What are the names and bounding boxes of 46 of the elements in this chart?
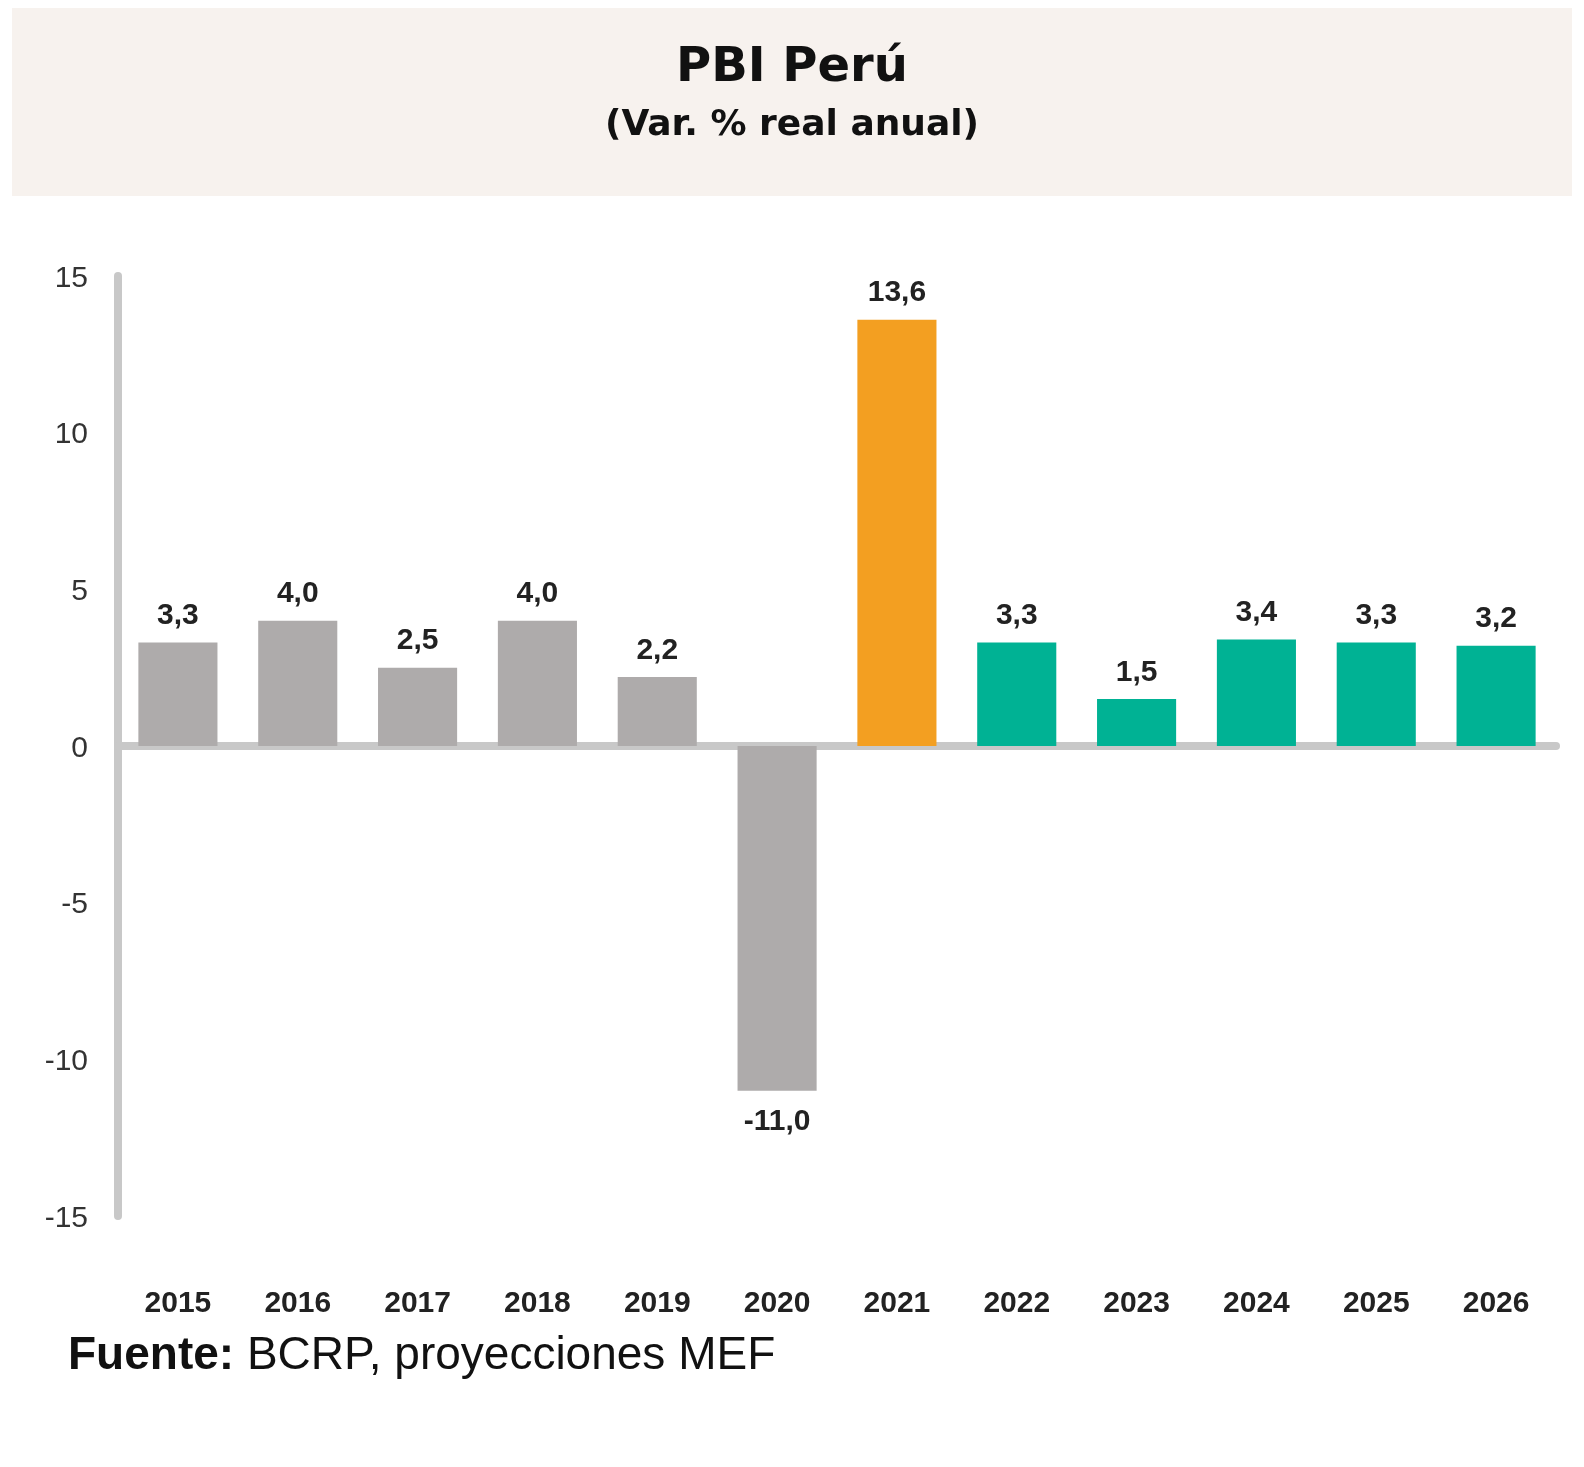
x-tick-label: 2018 <box>504 1284 571 1318</box>
data-label: 4,0 <box>516 575 559 609</box>
data-label: 1,5 <box>1115 653 1158 687</box>
data-label: 13,6 <box>867 274 927 308</box>
data-label: -11,0 <box>743 1103 811 1137</box>
bar <box>138 642 218 746</box>
x-tick-label: 2016 <box>264 1284 332 1318</box>
x-tick-label: 2024 <box>1223 1284 1291 1318</box>
source-note: Fuente: BCRP, proyecciones MEF <box>68 1327 776 1379</box>
bar <box>378 667 458 746</box>
bar <box>977 642 1057 746</box>
chart-title: PBI Perú <box>675 35 909 92</box>
data-label: 3,3 <box>157 597 199 631</box>
bar <box>617 677 697 746</box>
y-tick-label: 15 <box>54 259 88 293</box>
bar <box>1336 642 1416 746</box>
data-label: 4,0 <box>276 575 319 609</box>
x-tick-label: 2022 <box>983 1284 1051 1318</box>
y-tick-label: -5 <box>61 886 88 920</box>
x-tick-label: 2021 <box>863 1284 931 1318</box>
chart-subtitle: (Var. % real anual) <box>603 101 980 143</box>
data-label: 3,3 <box>995 597 1038 631</box>
y-tick-label: -15 <box>44 1199 88 1233</box>
y-tick-label: 5 <box>71 572 88 606</box>
x-tick-label: 2015 <box>144 1284 212 1318</box>
bar <box>1216 639 1296 746</box>
bar <box>857 319 937 746</box>
y-tick-label: -10 <box>44 1042 88 1076</box>
bar <box>1456 645 1536 746</box>
bar <box>497 620 577 746</box>
x-tick-label: 2017 <box>384 1284 451 1318</box>
x-tick-label: 2023 <box>1103 1284 1170 1318</box>
x-tick-label: 2026 <box>1462 1284 1530 1318</box>
x-tick-label: 2019 <box>623 1284 691 1318</box>
data-label: 2,2 <box>636 631 679 665</box>
data-label: 3,3 <box>1355 597 1398 631</box>
bar <box>737 746 817 1091</box>
data-label: 3,4 <box>1235 593 1278 627</box>
x-tick-label: 2025 <box>1342 1284 1410 1318</box>
y-tick-label: 0 <box>71 729 88 763</box>
bar <box>1097 699 1177 746</box>
bar <box>258 620 338 746</box>
y-tick-label: 10 <box>54 416 88 450</box>
x-tick-label: 2020 <box>743 1284 811 1318</box>
data-label: 3,2 <box>1475 600 1517 634</box>
data-label: 2,5 <box>396 622 439 656</box>
